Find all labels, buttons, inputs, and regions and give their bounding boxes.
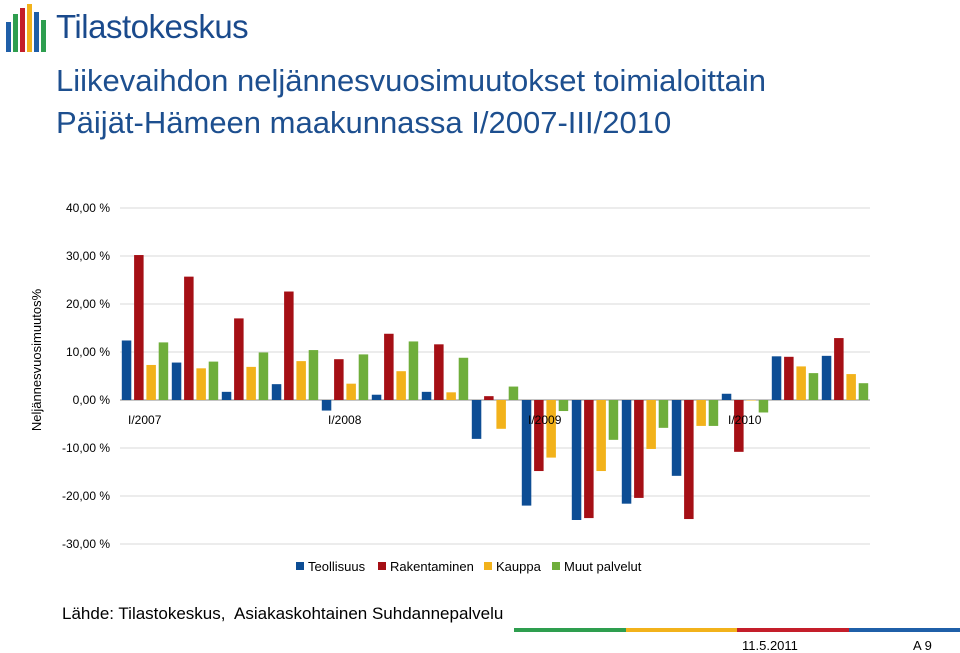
x-tick-label: I/2008 xyxy=(328,413,362,427)
bar xyxy=(409,341,419,400)
footer-date: 11.5.2011 xyxy=(742,638,798,653)
title-line-2: Päijät-Hämeen maakunnassa I/2007-III/201… xyxy=(56,102,766,144)
legend-label: Rakentaminen xyxy=(390,559,474,574)
bar xyxy=(459,358,469,400)
bar xyxy=(334,359,344,400)
footer-stripe xyxy=(514,628,960,632)
bar xyxy=(272,384,282,400)
y-axis-title: Neljännesvuosimuutos% xyxy=(29,288,44,431)
bar xyxy=(496,400,506,429)
footer-stripe-blue xyxy=(849,628,960,632)
footer-page-number: A 9 xyxy=(913,638,932,653)
bar xyxy=(634,400,644,498)
bar xyxy=(446,392,456,400)
legend-label: Kauppa xyxy=(496,559,542,574)
footer-stripe-green xyxy=(514,628,626,632)
footer-stripe-yellow xyxy=(626,628,738,632)
bar xyxy=(834,338,844,400)
legend-swatch xyxy=(484,562,492,570)
bar xyxy=(322,400,332,411)
bar xyxy=(584,400,594,518)
x-tick-label: I/2007 xyxy=(128,413,162,427)
bar xyxy=(172,363,182,400)
bar xyxy=(134,255,144,400)
brand-name: Tilastokeskus xyxy=(56,8,248,46)
y-tick-label: -30,00 % xyxy=(62,537,110,551)
bar xyxy=(772,356,782,400)
bar xyxy=(846,374,856,400)
bar xyxy=(722,394,732,400)
bar xyxy=(659,400,669,428)
y-tick-label: -20,00 % xyxy=(62,489,110,503)
source-note: Lähde: Tilastokeskus, Asiakaskohtainen S… xyxy=(62,604,503,624)
title-line-1: Liikevaihdon neljännesvuosimuutokset toi… xyxy=(56,60,766,102)
bar xyxy=(246,367,256,400)
bar xyxy=(609,400,619,440)
bar xyxy=(796,366,806,400)
bar xyxy=(259,352,269,400)
bar xyxy=(359,354,369,400)
x-tick-label: I/2010 xyxy=(728,413,762,427)
bar xyxy=(122,340,132,400)
legend-swatch xyxy=(552,562,560,570)
bar xyxy=(559,400,569,411)
bar xyxy=(234,318,244,400)
bar xyxy=(709,400,719,426)
bar xyxy=(859,383,869,400)
legend-swatch xyxy=(296,562,304,570)
bar xyxy=(146,365,156,400)
y-tick-label: 40,00 % xyxy=(66,201,110,215)
bar xyxy=(572,400,582,520)
bar xyxy=(596,400,606,471)
bar xyxy=(509,387,519,400)
bar xyxy=(784,357,794,400)
bar xyxy=(434,344,444,400)
y-tick-label: 0,00 % xyxy=(73,393,111,407)
x-tick-label: I/2009 xyxy=(528,413,562,427)
bar xyxy=(309,350,319,400)
y-tick-label: -10,00 % xyxy=(62,441,110,455)
bar xyxy=(396,371,406,400)
bar-chart: 40,00 % 30,00 % 20,00 % 10,00 % 0,00 % -10,00… xyxy=(0,180,960,585)
legend-swatch xyxy=(378,562,386,570)
bar xyxy=(159,342,169,400)
bar xyxy=(696,400,706,426)
footer-stripe-red xyxy=(737,628,849,632)
bar xyxy=(422,392,432,400)
bar xyxy=(222,392,232,400)
bar xyxy=(346,384,356,400)
y-tick-label: 30,00 % xyxy=(66,249,110,263)
bar xyxy=(822,356,832,400)
bar xyxy=(746,400,756,401)
y-tick-label: 20,00 % xyxy=(66,297,110,311)
bar xyxy=(534,400,544,471)
y-tick-label: 10,00 % xyxy=(66,345,110,359)
bar xyxy=(384,334,394,400)
bar xyxy=(684,400,694,519)
bar xyxy=(196,368,206,400)
bar xyxy=(546,400,556,458)
bar xyxy=(209,362,219,400)
bar xyxy=(622,400,632,504)
logo-stripes xyxy=(6,4,46,52)
bar xyxy=(372,395,382,400)
bar xyxy=(759,400,769,412)
bar xyxy=(184,277,194,400)
bar xyxy=(472,400,482,439)
legend-label: Teollisuus xyxy=(308,559,366,574)
bar xyxy=(672,400,682,476)
bar xyxy=(646,400,656,449)
bar xyxy=(284,292,294,400)
bar xyxy=(809,373,819,400)
bar xyxy=(296,361,306,400)
page-title: Liikevaihdon neljännesvuosimuutokset toi… xyxy=(56,60,766,144)
legend-label: Muut palvelut xyxy=(564,559,642,574)
bar xyxy=(484,396,494,400)
